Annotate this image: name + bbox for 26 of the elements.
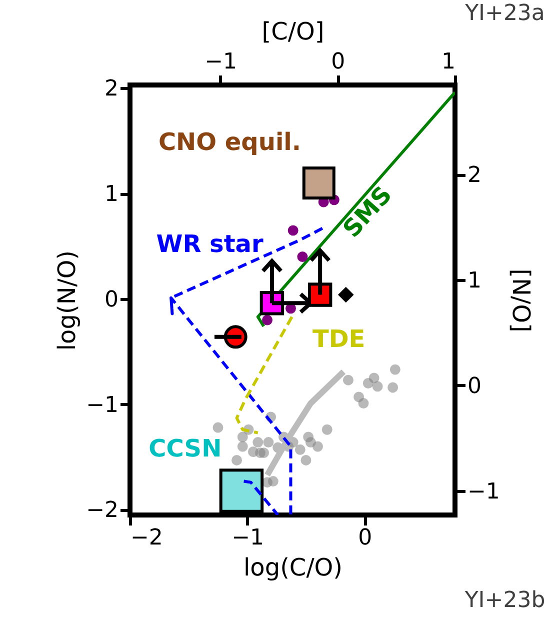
y2-tick-label: 1 (468, 268, 482, 294)
x-tick-label: 0 (358, 526, 372, 550)
x-axis-title: log(C/O) (243, 554, 343, 582)
y2-tick-label: 0 (468, 374, 482, 399)
y2-tick-label: −1 (468, 479, 500, 504)
line-series (235, 315, 294, 434)
y-tick-label: 1 (104, 182, 118, 208)
x2-axis-title: [C/O] (262, 18, 324, 46)
x2-tick-label: 0 (331, 50, 346, 74)
y-tick-label: 0 (104, 287, 118, 312)
annotation: WR star (156, 230, 264, 258)
text: YI+23a (464, 1, 545, 26)
y2-tick-label: 2 (468, 163, 482, 188)
x2-tick-label: 1 (442, 50, 456, 74)
y2-axis-title: [N/O] (506, 268, 535, 332)
x2-tick-label: −1 (204, 50, 238, 74)
annotation: TDE (312, 325, 366, 354)
text: YI+23b (464, 588, 546, 613)
y-axis-title: log(N/O) (53, 250, 82, 351)
y-tick-label: −2 (86, 498, 118, 524)
y-tick-label: 2 (104, 76, 118, 102)
annotation: CNO equil. (158, 128, 302, 156)
annotation: CCSN (148, 434, 222, 463)
x-tick-label: −1 (232, 526, 264, 550)
x-tick-label: −2 (130, 526, 163, 550)
y-tick-label: −1 (86, 392, 118, 418)
